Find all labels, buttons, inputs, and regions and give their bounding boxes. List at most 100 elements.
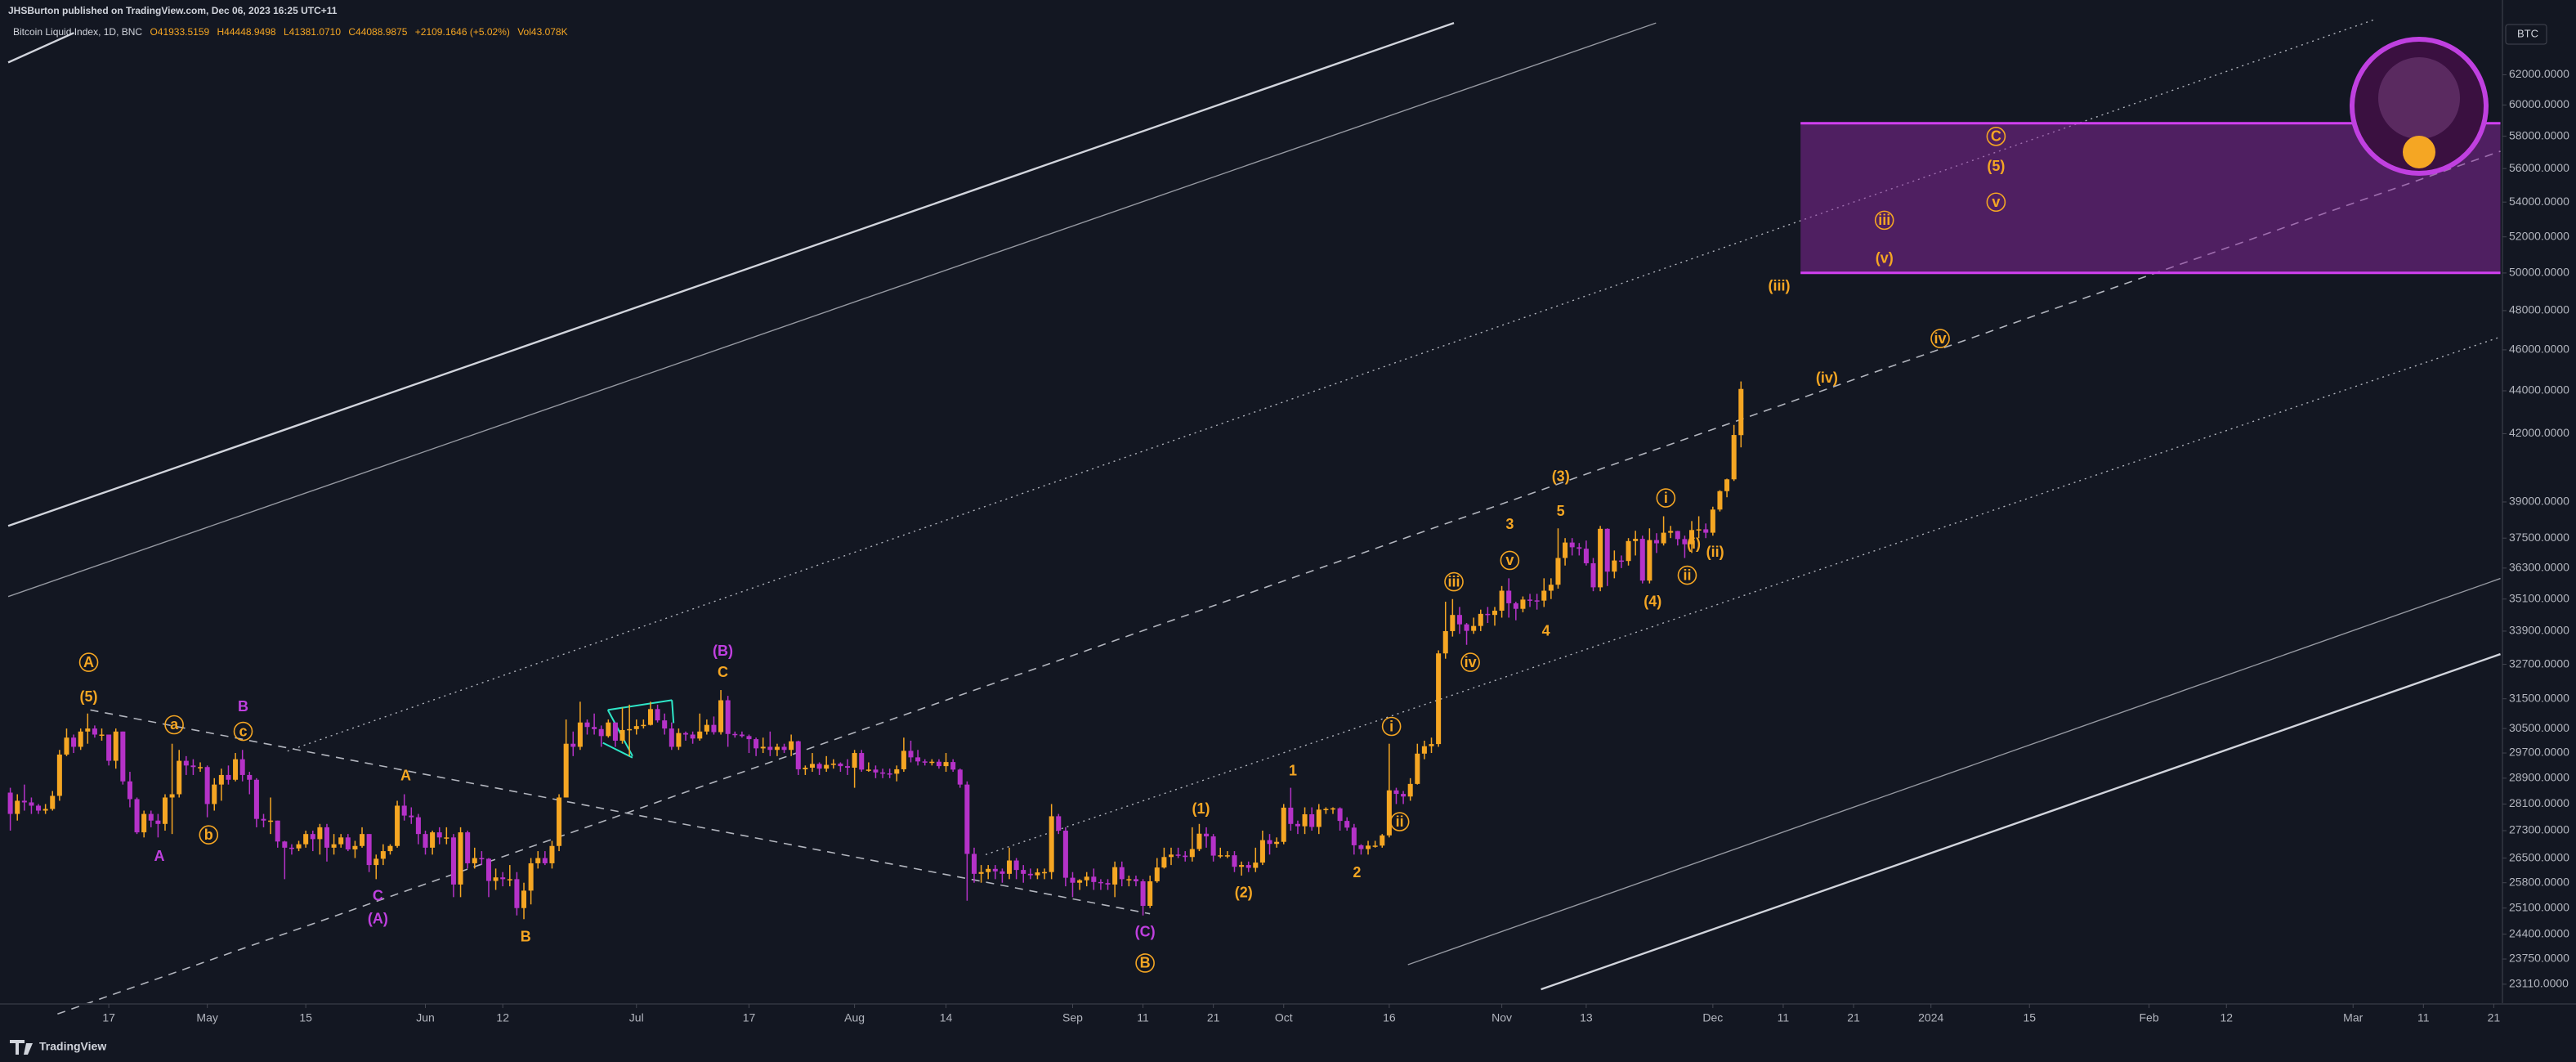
wave-label: v: [1992, 194, 2000, 210]
ohlc-low: L41381.0710: [284, 26, 341, 38]
candle-body: [1513, 603, 1518, 609]
candle-body: [1647, 540, 1652, 581]
candle-body: [1091, 876, 1097, 882]
candle-body: [29, 802, 34, 806]
x-tick-label: 16: [1383, 1011, 1396, 1024]
wave-label: C: [1991, 128, 2001, 145]
candle-body: [584, 722, 590, 728]
candle-body: [1098, 881, 1103, 884]
candle-body: [1140, 881, 1146, 907]
volume: Vol43.078K: [517, 26, 567, 38]
y-tick-label: 42000.0000: [2509, 426, 2569, 439]
axis-badge[interactable]: BTC: [2517, 27, 2538, 39]
candle-body: [880, 772, 886, 774]
y-tick-label: 56000.0000: [2509, 161, 2569, 174]
wave-label: 4: [1542, 623, 1550, 639]
candle-body: [458, 832, 463, 885]
y-tick-label: 54000.0000: [2509, 195, 2569, 208]
candle-body: [1612, 560, 1617, 572]
label-circle: [1930, 329, 1950, 348]
candle-body: [1035, 872, 1040, 876]
candle-body: [1168, 854, 1174, 858]
y-tick-label: 27300.0000: [2509, 823, 2569, 836]
x-tick-label: Jul: [629, 1011, 644, 1024]
candle-body: [1442, 630, 1448, 654]
candle-body: [1415, 753, 1420, 784]
candle-body: [1485, 613, 1491, 616]
candle-body: [725, 700, 731, 734]
candle-body: [1049, 816, 1054, 872]
candle-body: [1626, 540, 1631, 562]
candle-body: [1717, 491, 1723, 510]
y-tick-label: 24400.0000: [2509, 926, 2569, 939]
candle-body: [15, 800, 20, 814]
y-tick-label: 58000.0000: [2509, 128, 2569, 141]
trend-line: [985, 336, 2501, 855]
candle-body: [669, 728, 674, 747]
wave-label: (A): [368, 910, 388, 926]
candle-body: [521, 890, 527, 908]
candle-body: [1224, 855, 1230, 857]
candle-body: [1555, 558, 1561, 585]
candle-body: [887, 773, 892, 775]
candle-body: [1639, 539, 1645, 581]
candle-body: [1232, 855, 1237, 867]
candle-body: [992, 868, 998, 872]
candle-body: [198, 767, 203, 768]
wave-label: c: [239, 723, 248, 739]
candle-body: [732, 733, 738, 736]
candle-body: [239, 759, 245, 775]
x-tick-label: 11: [2417, 1011, 2430, 1024]
y-tick-label: 26500.0000: [2509, 850, 2569, 863]
candle-body: [303, 834, 309, 845]
candle-body: [373, 858, 379, 866]
candle-body: [894, 768, 900, 774]
wave-label: ii: [1396, 813, 1404, 830]
y-tick-label: 37500.0000: [2509, 531, 2569, 544]
published-note: JHSBurton published on TradingView.com, …: [8, 5, 338, 16]
candle-body: [789, 741, 794, 751]
candle-body: [528, 863, 534, 891]
candle-body: [986, 868, 991, 872]
candle-body: [754, 739, 759, 749]
candle-body: [662, 720, 668, 729]
x-tick-label: 21: [1847, 1011, 1860, 1024]
candle-body: [718, 700, 724, 733]
candle-body: [746, 736, 752, 740]
axis-badge-box[interactable]: [2505, 24, 2547, 45]
wave-label: iv: [1934, 330, 1947, 347]
candle-body: [253, 779, 259, 819]
wave-label: iii: [1448, 573, 1460, 589]
candle-body: [92, 728, 97, 735]
candle-body: [1563, 542, 1568, 558]
candle-body: [1682, 539, 1688, 544]
candle-body: [1000, 871, 1005, 874]
y-tick-label: 23110.0000: [2509, 977, 2569, 990]
wave-label: A: [400, 768, 411, 784]
y-tick-label: 46000.0000: [2509, 343, 2569, 356]
y-tick-label: 39000.0000: [2509, 495, 2569, 508]
candle-body: [598, 728, 604, 737]
wave-label: B: [521, 929, 531, 945]
candle-body: [1027, 873, 1033, 876]
candle-body: [1478, 613, 1483, 626]
candle-body: [1281, 807, 1286, 842]
wave-label: (B): [713, 643, 733, 659]
x-tick-label: 11: [1778, 1011, 1790, 1024]
candle-body: [409, 815, 414, 818]
x-tick-label: Oct: [1275, 1011, 1293, 1024]
y-tick-label: 23750.0000: [2509, 952, 2569, 965]
wave-label: (iii): [1769, 278, 1791, 294]
candle-body: [1112, 867, 1118, 885]
y-tick-label: 48000.0000: [2509, 303, 2569, 316]
candle-body: [563, 743, 569, 798]
candle-body: [1696, 529, 1702, 531]
candle-body: [978, 872, 984, 874]
candle-body: [1239, 865, 1245, 867]
candle-body: [1604, 528, 1610, 572]
candle-body: [964, 784, 970, 854]
candle-body: [1590, 562, 1596, 588]
candle-body: [809, 764, 815, 768]
candle-body: [859, 753, 865, 770]
wave-label: C: [718, 664, 728, 680]
